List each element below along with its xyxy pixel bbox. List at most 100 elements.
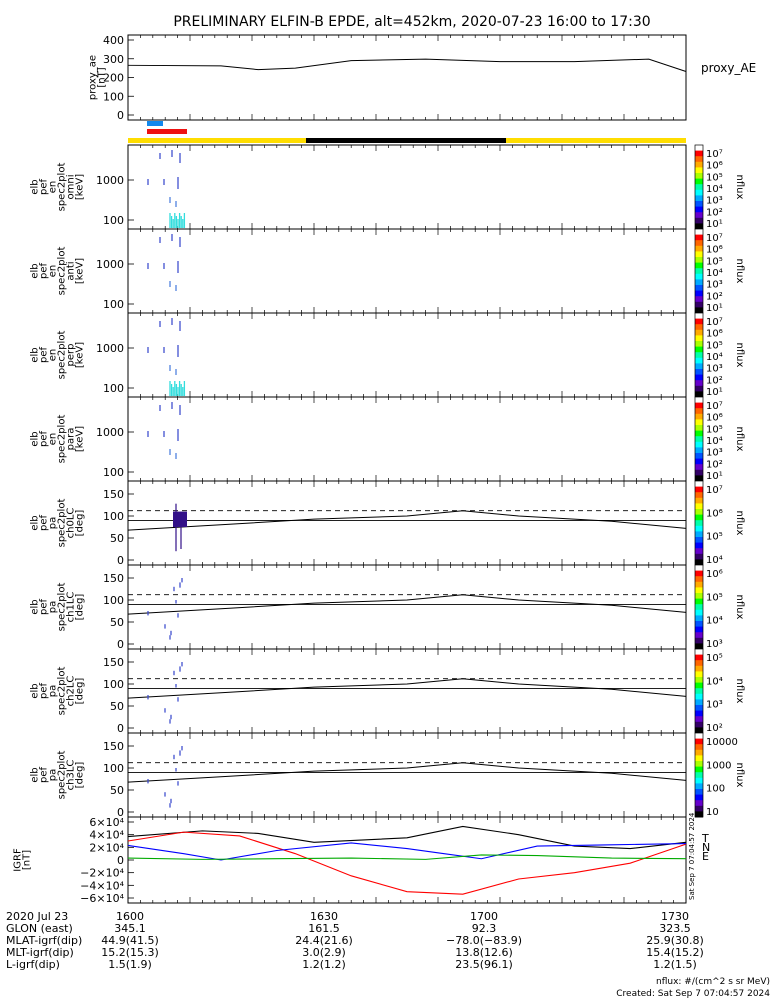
pef_en_spec2plot_omni-ylabel-line: elb: [30, 179, 41, 194]
pef_en_spec2plot_omni-frame: [127, 144, 687, 230]
pef_pa_spec2plot_ch3LC-ytick-label: 100: [103, 762, 124, 775]
pef_en_spec2plot_omni-colorbar-cell: [695, 161, 703, 168]
pef_en_spec2plot_perp-ylabel-line: [keV]: [75, 342, 86, 368]
time-axis: 2020 Jul 23 1600 1630 1700 1730 GLON (east) 34…: [6, 910, 704, 971]
pef_en_spec2plot_omni-colorbar-label: nflux: [734, 175, 745, 200]
pef_pa_spec2plot_ch0LC-ylabel-line: pef: [39, 515, 50, 532]
pef_pa_spec2plot_ch1LC-colorbar-cell: [695, 621, 703, 628]
pef_en_spec2plot_para-colorbar-cell: [695, 402, 703, 409]
pef_en_spec2plot_perp-colorbar-tick: 10⁵: [706, 340, 723, 351]
igrf-ytick-label: −4×10⁴: [80, 879, 124, 892]
pef_en_spec2plot_omni-colorbar-tick: 10⁴: [706, 184, 723, 195]
time-axis-row-label: L-igrf(dip): [6, 958, 60, 971]
time-axis-row-label: 2020 Jul 23: [6, 910, 68, 923]
pef_pa_spec2plot_ch0LC-colorbar-tick: 10⁷: [706, 485, 723, 496]
side-stamp: Sat Sep 7 07:04:57 2024: [688, 812, 696, 900]
pef_pa_spec2plot_ch3LC-loss-cone-curve: [127, 762, 687, 783]
pef_pa_spec2plot_ch3LC-colorbar-cell: [695, 733, 703, 740]
pef_pa_spec2plot_ch0LC-colorbar-tick: 10⁵: [706, 532, 723, 543]
pef_pa_spec2plot_ch0LC-ytick-label: 100: [103, 510, 124, 523]
pef_en_spec2plot_anti-colorbar-cell: [695, 251, 703, 258]
status-bar-blue: [147, 121, 163, 126]
pef_pa_spec2plot_ch0LC-ytick-label: 0: [117, 554, 124, 567]
pef_en_spec2plot_omni-ylabel-line: omni: [66, 175, 77, 200]
pef_en_spec2plot_perp-colorbar-label: nflux: [734, 343, 745, 368]
pef_pa_spec2plot_ch3LC-ylabel-line: ch3LC: [66, 760, 77, 791]
panel-pef_pa_spec2plot_ch0LC: 150 100 50 0 elbpefpaspec2plotch0LC[deg] 10⁷ 1…: [30, 480, 745, 567]
pef_en_spec2plot_para-colorbar-tick: 10⁷: [706, 401, 723, 412]
units-note: nflux: #/(cm^2 s sr MeV): [656, 977, 770, 987]
pef_en_spec2plot_perp-ylabel-line: spec2plot: [57, 331, 68, 380]
pef_en_spec2plot_omni-ylabel-line: [keV]: [75, 174, 86, 200]
panel-pef_pa_spec2plot_ch3LC: 150 100 50 0 elbpefpaspec2plotch3LC[deg] 1000…: [30, 732, 745, 819]
pef_pa_spec2plot_ch2LC-colorbar-tick: 10⁴: [706, 676, 723, 687]
pef_en_spec2plot_anti-ylabel-line: [keV]: [75, 258, 86, 284]
proxy_ae-ytick-label: 0: [117, 109, 124, 122]
pef_pa_spec2plot_ch3LC-colorbar-cell: [695, 789, 703, 796]
pef_pa_spec2plot_ch2LC-frame: [127, 648, 687, 734]
time-axis-row-label: MLT-igrf(dip): [6, 946, 74, 959]
pef_en_spec2plot_omni-colorbar-cell: [695, 201, 703, 208]
pef_en_spec2plot_perp-colorbar-tick: 10⁷: [706, 317, 723, 328]
time-axis-value: 25.9(30.8): [646, 934, 704, 947]
pef_pa_spec2plot_ch1LC-colorbar-cell: [695, 570, 703, 577]
pef_en_spec2plot_perp-colorbar-cell: [695, 380, 703, 387]
igrf-ylabel-line: IGRF: [13, 848, 24, 872]
time-axis-value: 1600: [116, 910, 144, 923]
pef_pa_spec2plot_ch2LC-ylabel-line: [deg]: [75, 678, 86, 705]
pef_pa_spec2plot_ch1LC-colorbar-cell: [695, 593, 703, 600]
pef_pa_spec2plot_ch2LC-colorbar-cell: [695, 727, 703, 734]
pef_pa_spec2plot_ch1LC-colorbar-cell: [695, 643, 703, 650]
pef_pa_spec2plot_ch0LC-colorbar-tick: 10⁶: [706, 508, 723, 519]
pef_pa_spec2plot_ch3LC-colorbar-cell: [695, 772, 703, 779]
pef_en_spec2plot_para-ylabel-line: pef: [39, 431, 50, 448]
pef_pa_spec2plot_ch1LC-ylabel: elbpefpaspec2plotch1LC[deg]: [30, 583, 86, 632]
pef_pa_spec2plot_ch1LC-ytick-label: 0: [117, 638, 124, 651]
pef_pa_spec2plot_ch0LC-colorbar-cell: [695, 553, 703, 560]
pef_pa_spec2plot_ch3LC-ylabel-line: [deg]: [75, 762, 86, 789]
proxy_ae-ylabel-line: [nT]: [97, 67, 108, 87]
pef_en_spec2plot_anti-colorbar-tick: 10⁷: [706, 233, 723, 244]
created-note: Created: Sat Sep 7 07:04:57 2024: [616, 989, 770, 999]
pef_pa_spec2plot_ch1LC-ytick-label: 100: [103, 594, 124, 607]
pef_pa_spec2plot_ch2LC-ylabel-line: elb: [30, 683, 41, 698]
pef_en_spec2plot_perp-ytick-label: 1000: [96, 342, 124, 355]
pef_en_spec2plot_para-ytick-label: 1000: [96, 426, 124, 439]
pef_pa_spec2plot_ch1LC-ylabel-line: ch1LC: [66, 592, 77, 623]
pef_pa_spec2plot_ch2LC-ylabel: elbpefpaspec2plotch2LC[deg]: [30, 667, 86, 716]
pef_en_spec2plot_perp-colorbar-cell: [695, 313, 703, 320]
pef_pa_spec2plot_ch3LC-ylabel-line: pef: [39, 767, 50, 784]
igrf-ytick-label: 6×10⁴: [89, 816, 124, 829]
pef_pa_spec2plot_ch0LC-loss-cone-curve: [127, 510, 687, 531]
pef_pa_spec2plot_ch2LC-colorbar-cell: [695, 665, 703, 672]
pef_pa_spec2plot_ch1LC-ylabel-line: pef: [39, 599, 50, 616]
igrf-ytick-label: 4×10⁴: [89, 829, 124, 842]
pef_pa_spec2plot_ch1LC-ylabel-line: spec2plot: [57, 583, 68, 632]
pef_en_spec2plot_anti-ylabel: elbpefenspec2plotanti[keV]: [30, 247, 86, 296]
pef_pa_spec2plot_ch0LC-colorbar-cell: [695, 497, 703, 504]
igrf-legend-N: N: [702, 841, 710, 854]
pef_pa_spec2plot_ch2LC-colorbar-cell: [695, 682, 703, 689]
pef_pa_spec2plot_ch1LC-colorbar-tick: 10⁶: [706, 569, 723, 580]
pef_en_spec2plot_anti-colorbar-label: nflux: [734, 259, 745, 284]
pef_pa_spec2plot_ch0LC-colorbar-cell: [695, 559, 703, 566]
pef_en_spec2plot_perp-colorbar-cell: [695, 385, 703, 392]
pef_pa_spec2plot_ch2LC-colorbar-cell: [695, 705, 703, 712]
panel-pef_pa_spec2plot_ch1LC: 150 100 50 0 elbpefpaspec2plotch1LC[deg] 10⁶ 1…: [30, 564, 745, 651]
pef_en_spec2plot_omni-colorbar-cell: [695, 223, 703, 230]
pef_pa_spec2plot_ch1LC-colorbar-cell: [695, 581, 703, 588]
pef_en_spec2plot_omni-colorbar-tick: 10²: [706, 207, 723, 218]
pef_pa_spec2plot_ch1LC-ylabel-line: elb: [30, 599, 41, 614]
pef_pa_spec2plot_ch1LC-colorbar-cell: [695, 565, 703, 572]
time-axis-value: 345.1: [114, 922, 146, 935]
pef_pa_spec2plot_ch0LC-colorbar-cell: [695, 537, 703, 544]
pef_en_spec2plot_para-colorbar-cell: [695, 458, 703, 465]
pef_pa_spec2plot_ch3LC-colorbar-cell: [695, 761, 703, 768]
proxy_ae-ytick-label: 200: [103, 72, 124, 85]
pef_en_spec2plot_omni-colorbar-cell: [695, 184, 703, 191]
pef_en_spec2plot_anti-ylabel-line: pef: [39, 263, 50, 280]
pef_pa_spec2plot_ch2LC-ylabel-line: pa: [48, 685, 59, 697]
pef_pa_spec2plot_ch1LC-colorbar-cell: [695, 587, 703, 594]
